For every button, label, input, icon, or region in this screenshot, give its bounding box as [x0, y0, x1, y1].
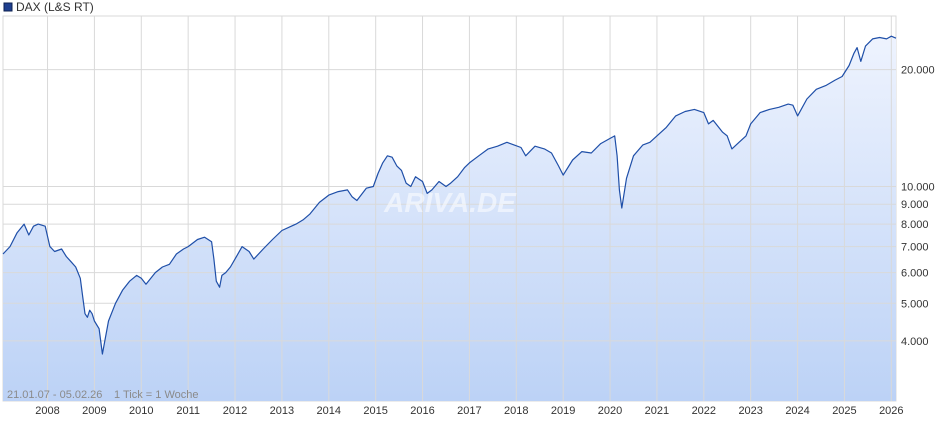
x-tick-label: 2023	[738, 405, 762, 417]
y-tick-label: 9.000	[901, 199, 929, 211]
x-tick-label: 2010	[129, 405, 153, 417]
y-tick-label: 5.000	[901, 298, 929, 310]
watermark: ARIVA.DE	[383, 187, 517, 218]
x-tick-label: 2024	[785, 405, 809, 417]
line-layer	[2, 35, 897, 355]
grid-layer	[3, 16, 896, 401]
y-tick-label: 7.000	[901, 242, 929, 254]
x-tick-label: 2021	[645, 405, 669, 417]
y-tick-label: 20.000	[901, 65, 935, 77]
x-tick-label: 2022	[692, 405, 716, 417]
x-tick-label: 2026	[879, 405, 903, 417]
x-axis: 2008 2009 2010 2011 2012 2013 2014 2015 2016 2017…	[35, 405, 903, 417]
tick-note: 1 Tick = 1 Woche	[114, 389, 198, 401]
y-axis: 4.000 5.000 6.000 7.000 8.000 9.000 10.000 20.0…	[901, 65, 935, 348]
x-tick-label: 2008	[35, 405, 59, 417]
x-tick-label: 2011	[176, 405, 200, 417]
x-tick-label: 2013	[270, 405, 294, 417]
area-layer	[3, 36, 896, 401]
y-tick-label: 10.000	[901, 181, 935, 193]
x-tick-label: 2014	[317, 405, 341, 417]
y-tick-label: 6.000	[901, 268, 929, 280]
x-tick-label: 2020	[598, 405, 622, 417]
x-tick-label: 2019	[551, 405, 575, 417]
x-tick-label: 2009	[82, 405, 106, 417]
y-tick-label: 8.000	[901, 219, 929, 231]
x-tick-label: 2018	[504, 405, 528, 417]
x-tick-label: 2017	[457, 405, 481, 417]
x-tick-label: 2015	[363, 405, 387, 417]
x-tick-label: 2025	[832, 405, 856, 417]
legend-label: DAX (L&S RT)	[16, 0, 94, 14]
footer: 21.01.07 - 05.02.26 1 Tick = 1 Woche	[7, 389, 198, 401]
date-range: 21.01.07 - 05.02.26	[7, 389, 102, 401]
y-tick-label: 4.000	[901, 336, 929, 348]
legend-swatch	[3, 2, 13, 12]
legend: DAX (L&S RT)	[3, 0, 94, 14]
series-area	[3, 36, 896, 401]
series-line	[2, 35, 897, 355]
x-tick-label: 2012	[223, 405, 247, 417]
x-tick-label: 2016	[410, 405, 434, 417]
